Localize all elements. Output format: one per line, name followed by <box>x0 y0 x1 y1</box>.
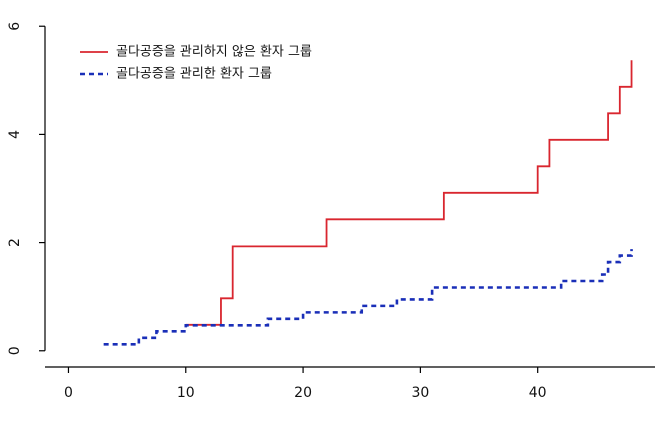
legend-label-2: 골다공증을 관리한 환자 그룹 <box>116 67 272 82</box>
x-tick-label: 0 <box>64 385 73 401</box>
axes: 0 2 4 6 0 10 20 30 40 <box>7 22 655 401</box>
series-line-1 <box>185 60 633 326</box>
x-tick-label: 20 <box>294 385 312 401</box>
y-tick-label: 6 <box>7 22 23 31</box>
x-tick-label: 10 <box>177 385 195 401</box>
y-tick-label: 2 <box>7 238 23 247</box>
legend-label-1: 골다공증을 관리하지 않은 환자 그룹 <box>116 45 312 60</box>
y-tick-label: 4 <box>7 130 23 139</box>
series-line-2 <box>103 249 633 346</box>
y-tick-label: 0 <box>7 346 23 355</box>
x-tick-label: 40 <box>529 385 547 401</box>
series-layer <box>103 60 633 346</box>
x-tick-label: 30 <box>411 385 429 401</box>
